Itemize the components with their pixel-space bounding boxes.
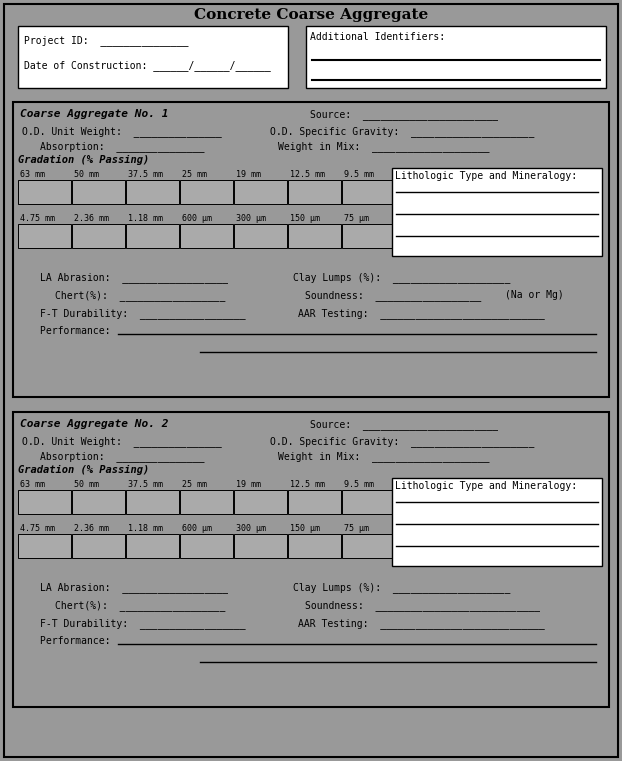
Text: Weight in Mix:  ____________________: Weight in Mix: ____________________ xyxy=(278,451,490,462)
Bar xyxy=(18,180,71,204)
Bar xyxy=(342,534,395,558)
Text: 9.5 mm: 9.5 mm xyxy=(344,480,374,489)
Text: Project ID:  _______________: Project ID: _______________ xyxy=(24,35,188,46)
Bar xyxy=(306,26,606,88)
Text: 75 μm: 75 μm xyxy=(344,214,369,223)
Bar xyxy=(72,534,125,558)
Text: Absorption:  _______________: Absorption: _______________ xyxy=(40,141,205,152)
Text: O.D. Specific Gravity:  _____________________: O.D. Specific Gravity: _________________… xyxy=(270,436,534,447)
Text: 63 mm: 63 mm xyxy=(20,170,45,179)
Text: 4.75 mm: 4.75 mm xyxy=(20,524,55,533)
Text: O.D. Unit Weight:  _______________: O.D. Unit Weight: _______________ xyxy=(22,436,222,447)
Bar xyxy=(72,224,125,248)
Text: 9.5 mm: 9.5 mm xyxy=(344,170,374,179)
Bar xyxy=(234,180,287,204)
Text: 150 μm: 150 μm xyxy=(290,214,320,223)
Text: Gradation (% Passing): Gradation (% Passing) xyxy=(18,465,149,475)
Text: Date of Construction: ______/______/______: Date of Construction: ______/______/____… xyxy=(24,60,271,71)
Text: F-T Durability:  __________________: F-T Durability: __________________ xyxy=(40,308,246,319)
Text: AAR Testing:  ____________________________: AAR Testing: ___________________________… xyxy=(298,618,545,629)
Text: O.D. Specific Gravity:  _____________________: O.D. Specific Gravity: _________________… xyxy=(270,126,534,137)
Bar xyxy=(180,534,233,558)
Text: Gradation (% Passing): Gradation (% Passing) xyxy=(18,155,149,165)
Bar xyxy=(288,490,341,514)
Text: Soundness:  ____________________________: Soundness: ____________________________ xyxy=(305,600,540,611)
Text: Concrete Coarse Aggregate: Concrete Coarse Aggregate xyxy=(194,8,428,22)
Text: O.D. Unit Weight:  _______________: O.D. Unit Weight: _______________ xyxy=(22,126,222,137)
Text: 1.18 mm: 1.18 mm xyxy=(128,214,163,223)
Text: 50 mm: 50 mm xyxy=(74,170,99,179)
Bar xyxy=(126,534,179,558)
Text: Lithologic Type and Mineralogy:: Lithologic Type and Mineralogy: xyxy=(395,481,577,491)
Text: 63 mm: 63 mm xyxy=(20,480,45,489)
Text: 19 mm: 19 mm xyxy=(236,170,261,179)
Bar xyxy=(288,534,341,558)
Text: 25 mm: 25 mm xyxy=(182,480,207,489)
Text: Additional Identifiers:: Additional Identifiers: xyxy=(310,32,445,42)
Text: Source:  _______________________: Source: _______________________ xyxy=(310,109,498,120)
Text: 1.18 mm: 1.18 mm xyxy=(128,524,163,533)
Text: Clay Lumps (%):  ____________________: Clay Lumps (%): ____________________ xyxy=(293,582,511,593)
Bar xyxy=(13,412,609,707)
Text: LA Abrasion:  __________________: LA Abrasion: __________________ xyxy=(40,582,228,593)
Text: Clay Lumps (%):  ____________________: Clay Lumps (%): ____________________ xyxy=(293,272,511,283)
Text: LA Abrasion:  __________________: LA Abrasion: __________________ xyxy=(40,272,228,283)
Bar xyxy=(234,490,287,514)
Text: Lithologic Type and Mineralogy:: Lithologic Type and Mineralogy: xyxy=(395,171,577,181)
Bar xyxy=(342,224,395,248)
Text: Performance:: Performance: xyxy=(40,636,123,646)
Text: Soundness:  __________________: Soundness: __________________ xyxy=(305,290,481,301)
Text: Absorption:  _______________: Absorption: _______________ xyxy=(40,451,205,462)
Text: Performance:: Performance: xyxy=(40,326,123,336)
Bar xyxy=(13,102,609,397)
Text: Coarse Aggregate No. 1: Coarse Aggregate No. 1 xyxy=(20,109,169,119)
Text: 600 μm: 600 μm xyxy=(182,524,212,533)
Text: 300 μm: 300 μm xyxy=(236,214,266,223)
Bar xyxy=(72,490,125,514)
Text: 2.36 mm: 2.36 mm xyxy=(74,524,109,533)
Text: (Na or Mg): (Na or Mg) xyxy=(505,290,564,300)
Bar xyxy=(234,224,287,248)
Bar xyxy=(126,490,179,514)
Bar xyxy=(18,534,71,558)
Text: 2.36 mm: 2.36 mm xyxy=(74,214,109,223)
Text: AAR Testing:  ____________________________: AAR Testing: ___________________________… xyxy=(298,308,545,319)
Bar xyxy=(234,534,287,558)
Text: 12.5 mm: 12.5 mm xyxy=(290,480,325,489)
Bar xyxy=(180,180,233,204)
Text: Coarse Aggregate No. 2: Coarse Aggregate No. 2 xyxy=(20,419,169,429)
Bar xyxy=(18,224,71,248)
Text: 37.5 mm: 37.5 mm xyxy=(128,480,163,489)
Text: 50 mm: 50 mm xyxy=(74,480,99,489)
Bar xyxy=(342,180,395,204)
Text: 300 μm: 300 μm xyxy=(236,524,266,533)
Bar xyxy=(288,224,341,248)
Bar xyxy=(72,180,125,204)
Text: Chert(%):  __________________: Chert(%): __________________ xyxy=(55,290,225,301)
Bar xyxy=(392,168,602,256)
Bar xyxy=(126,180,179,204)
Bar xyxy=(392,478,602,566)
Bar xyxy=(126,224,179,248)
Text: 75 μm: 75 μm xyxy=(344,524,369,533)
Text: 600 μm: 600 μm xyxy=(182,214,212,223)
Text: Chert(%):  __________________: Chert(%): __________________ xyxy=(55,600,225,611)
Text: 4.75 mm: 4.75 mm xyxy=(20,214,55,223)
Text: 12.5 mm: 12.5 mm xyxy=(290,170,325,179)
Bar xyxy=(342,490,395,514)
Text: 37.5 mm: 37.5 mm xyxy=(128,170,163,179)
Text: 25 mm: 25 mm xyxy=(182,170,207,179)
Text: F-T Durability:  __________________: F-T Durability: __________________ xyxy=(40,618,246,629)
Text: 19 mm: 19 mm xyxy=(236,480,261,489)
Bar xyxy=(18,490,71,514)
Bar xyxy=(180,224,233,248)
Text: 150 μm: 150 μm xyxy=(290,524,320,533)
Bar xyxy=(180,490,233,514)
Bar xyxy=(288,180,341,204)
Bar xyxy=(18,26,288,88)
Text: Source:  _______________________: Source: _______________________ xyxy=(310,419,498,430)
Text: Weight in Mix:  ____________________: Weight in Mix: ____________________ xyxy=(278,141,490,152)
